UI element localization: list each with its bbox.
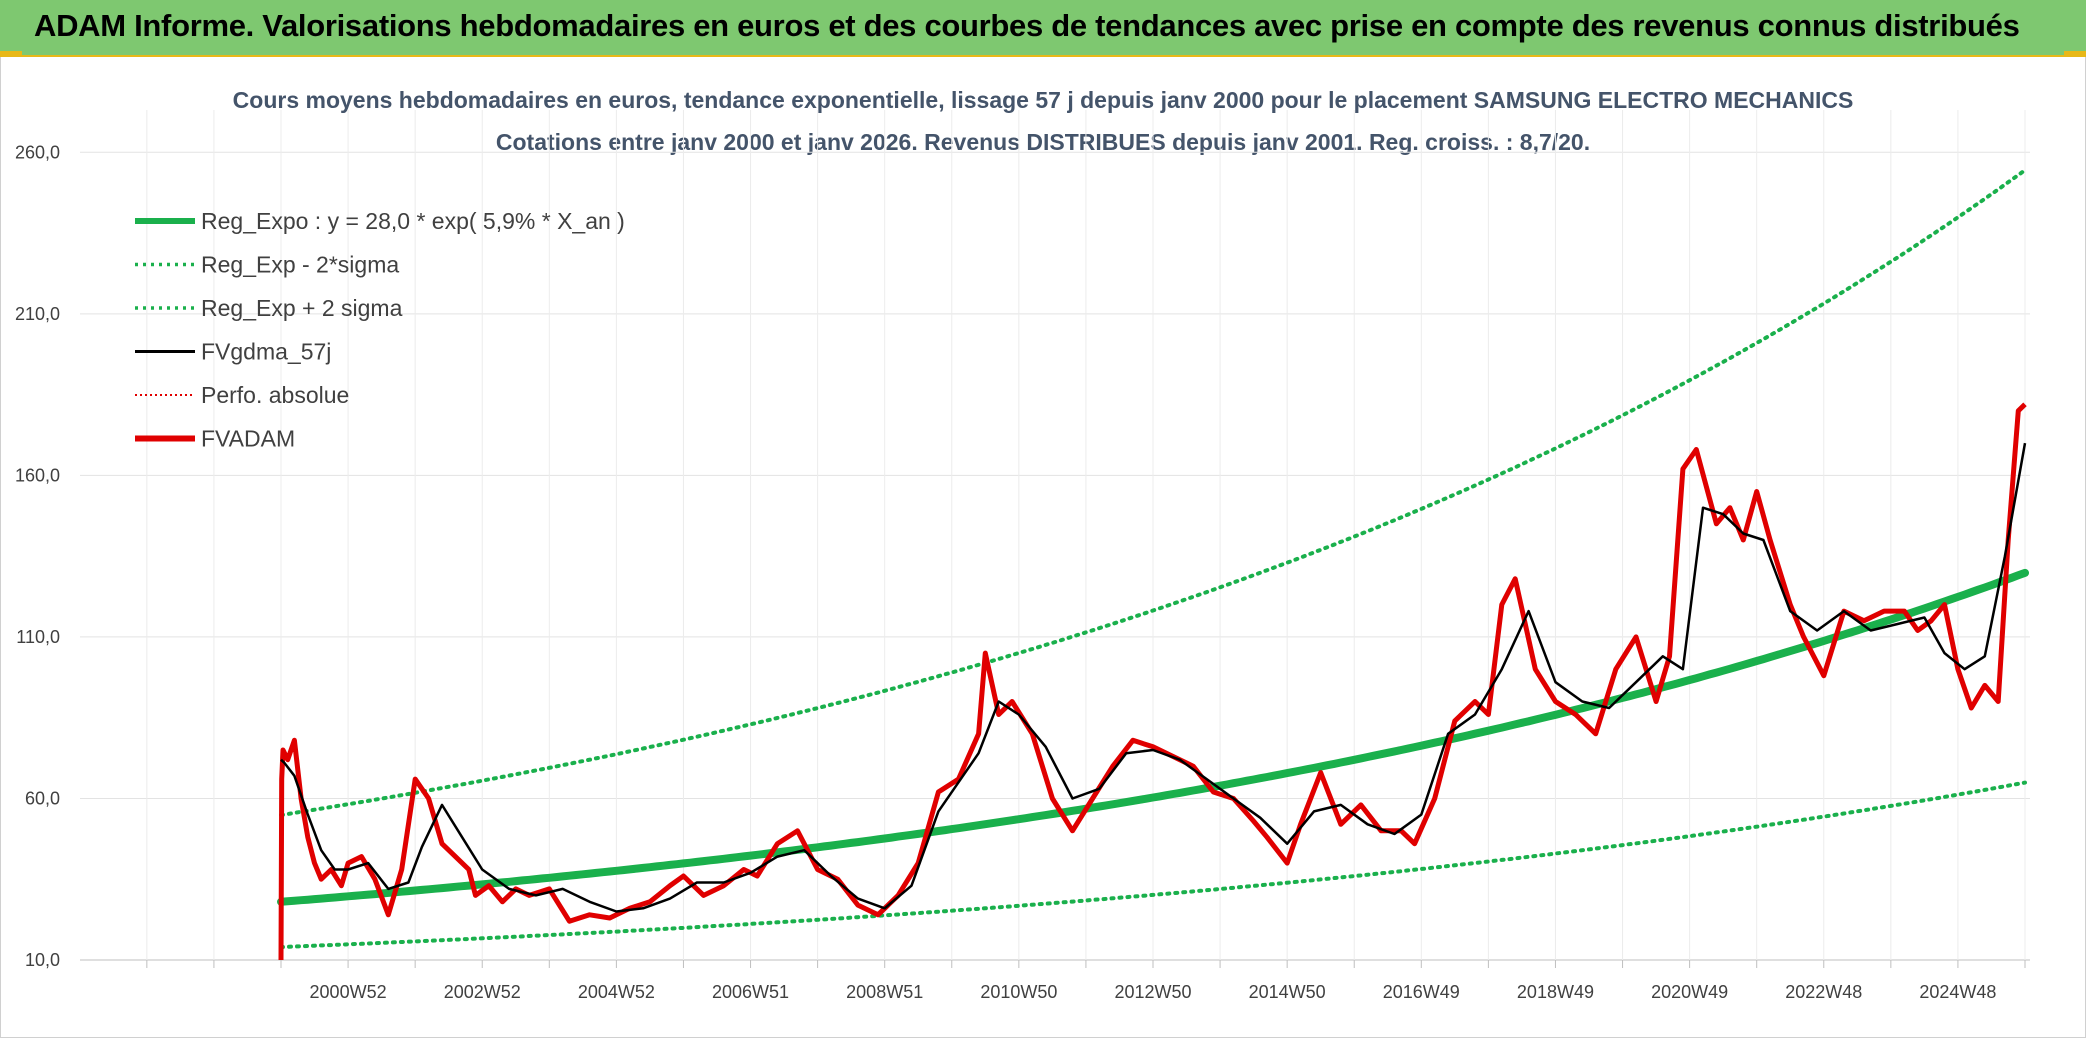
series-reg-exp-plus-2sigma xyxy=(279,168,2027,817)
x-tick-label: 2004W52 xyxy=(578,982,655,1002)
x-tick-label: 2000W52 xyxy=(310,982,387,1002)
x-tick-label: 2022W48 xyxy=(1785,982,1862,1002)
y-tick-label: 10,0 xyxy=(25,950,60,970)
series-fvadam xyxy=(278,402,2027,961)
x-tick-label: 2024W48 xyxy=(1919,982,1996,1002)
y-tick-label: 160,0 xyxy=(15,465,60,485)
series-reg-expo xyxy=(277,568,2029,906)
x-tick-label: 2018W49 xyxy=(1517,982,1594,1002)
x-tick-label: 2002W52 xyxy=(444,982,521,1002)
header-bar: ADAM Informe. Valorisations hebdomadaire… xyxy=(0,0,2086,57)
axes: 10,0 60,0 110,0 160,0 210,0 260,0 2000W52 2002W… xyxy=(15,142,2026,1002)
grid xyxy=(80,110,2030,961)
x-tick-label: 2006W51 xyxy=(712,982,789,1002)
x-tick-label: 2014W50 xyxy=(1249,982,1326,1002)
header-accent-right xyxy=(2064,51,2086,57)
y-tick-label: 60,0 xyxy=(25,788,60,808)
legend-label: FVADAM xyxy=(201,426,295,452)
x-tick-label: 2016W49 xyxy=(1383,982,1460,1002)
series-reg-exp-minus-2sigma xyxy=(279,780,2027,950)
legend-label: Reg_Expo : y = 28,0 * exp( 5,9% * X_an ) xyxy=(201,208,625,234)
y-tick-label: 210,0 xyxy=(15,304,60,324)
series-group xyxy=(277,168,2029,961)
y-tick-label: 260,0 xyxy=(15,142,60,162)
chart-title-line-2: Cotations entre janv 2000 et janv 2026. … xyxy=(496,129,1590,155)
y-tick-label: 110,0 xyxy=(16,627,60,647)
x-tick-label: 2012W50 xyxy=(1114,982,1191,1002)
chart-title-line-1: Cours moyens hebdomadaires en euros, ten… xyxy=(233,87,1854,113)
header-accent-left xyxy=(0,51,22,57)
page-title: ADAM Informe. Valorisations hebdomadaire… xyxy=(34,8,2020,43)
legend-label: FVgdma_57j xyxy=(201,339,331,365)
x-tick-label: 2020W49 xyxy=(1651,982,1728,1002)
legend-label: Reg_Exp - 2*sigma xyxy=(201,252,399,278)
legend-label: Reg_Exp + 2 sigma xyxy=(201,295,403,321)
legend: Reg_Expo : y = 28,0 * exp( 5,9% * X_an )… xyxy=(135,208,625,452)
legend-label: Perfo. absolue xyxy=(201,382,349,408)
x-tick-label: 2008W51 xyxy=(846,982,923,1002)
series-fvgdma-57j xyxy=(280,442,2027,913)
x-tick-label: 2010W50 xyxy=(980,982,1057,1002)
